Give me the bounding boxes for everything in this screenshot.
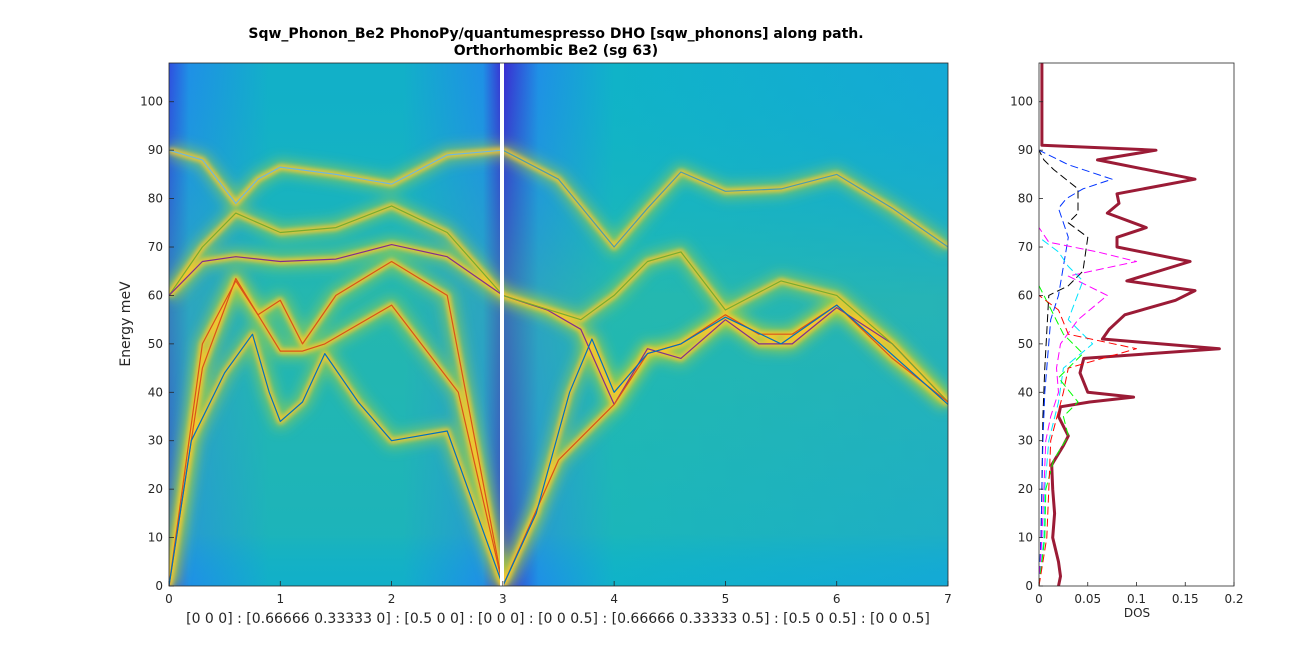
dos-plot-background bbox=[1039, 63, 1234, 586]
dos-y-tick-label: 60 bbox=[1018, 288, 1033, 302]
dispersion-branch-7 bbox=[502, 149, 948, 248]
dispersion-branch-4 bbox=[169, 260, 504, 586]
dos-series bbox=[1039, 63, 1221, 586]
heatmap-x-axis-label: [0 0 0] : [0.66666 0.33333 0] : [0.5 0 0… bbox=[186, 611, 930, 627]
y-tick-label: 10 bbox=[148, 531, 163, 545]
dispersion-branch-5 bbox=[169, 280, 504, 586]
x-tick-label: 2 bbox=[388, 592, 396, 606]
y-tick-label: 40 bbox=[148, 385, 163, 399]
y-tick-label: 90 bbox=[148, 143, 163, 157]
chart-title-line1: Sqw_Phonon_Be2 PhonoPy/quantumespresso D… bbox=[248, 26, 863, 42]
dos-y-tick-label: 100 bbox=[1010, 95, 1033, 109]
x-tick-label: 6 bbox=[833, 592, 841, 606]
x-tick-label: 5 bbox=[722, 592, 730, 606]
dispersion-branches bbox=[169, 149, 948, 586]
dos-x-tick-label: 0.15 bbox=[1172, 592, 1199, 606]
dos-x-tick-label: 0 bbox=[1035, 592, 1043, 606]
heatmap-y-ticks: 0 10 20 30 40 50 60 70 80 90 100 bbox=[140, 95, 174, 593]
x-tick-label: 4 bbox=[610, 592, 618, 606]
dos-y-tick-label: 50 bbox=[1018, 337, 1033, 351]
dos-y-tick-label: 90 bbox=[1018, 143, 1033, 157]
dispersion-branch-10 bbox=[502, 304, 948, 586]
dispersion-branch-9 bbox=[502, 251, 948, 403]
y-tick-label: 0 bbox=[155, 579, 163, 593]
y-tick-label: 20 bbox=[148, 482, 163, 496]
dos-y-ticks: 0 10 20 30 40 50 60 70 80 90 100 bbox=[1010, 95, 1043, 593]
y-tick-label: 50 bbox=[148, 337, 163, 351]
dispersion-branch-11 bbox=[502, 304, 948, 586]
dos-series-1 bbox=[1040, 63, 1221, 586]
dispersion-branch-2 bbox=[169, 205, 504, 296]
dos-x-ticks: 0 0.05 0.1 0.15 0.2 bbox=[1035, 582, 1244, 606]
dos-y-tick-label: 70 bbox=[1018, 240, 1033, 254]
heatmap-panel: 0 1 2 3 4 5 6 7 0 10 20 30 40 50 60 70 80 90 100 [0 0 0] … bbox=[118, 62, 952, 627]
dos-x-axis-label: DOS bbox=[1124, 606, 1150, 620]
dos-y-tick-label: 40 bbox=[1018, 385, 1033, 399]
path-discontinuity-line bbox=[500, 63, 504, 586]
dos-y-tick-label: 10 bbox=[1018, 531, 1033, 545]
dos-series-5 bbox=[1039, 236, 1094, 586]
x-tick-label: 7 bbox=[944, 592, 952, 606]
dos-series-7 bbox=[1039, 294, 1137, 586]
heatmap-axes-box bbox=[168, 62, 949, 587]
dispersion-branch-6 bbox=[169, 333, 504, 586]
x-tick-label: 1 bbox=[276, 592, 284, 606]
x-tick-label: 3 bbox=[499, 592, 507, 606]
y-tick-label: 70 bbox=[148, 240, 163, 254]
dos-panel: 0 0.05 0.1 0.15 0.2 0 10 20 30 40 50 60 70 80 90 100 D… bbox=[1010, 62, 1244, 620]
dos-y-tick-label: 0 bbox=[1025, 579, 1033, 593]
dos-series-4 bbox=[1039, 227, 1137, 586]
dos-series-3 bbox=[1039, 149, 1113, 586]
dos-y-tick-label: 30 bbox=[1018, 434, 1033, 448]
dispersion-branch-1 bbox=[169, 149, 503, 204]
dos-series-6 bbox=[1039, 285, 1084, 586]
heatmap-y-axis-label: Energy meV bbox=[118, 281, 134, 367]
dos-x-tick-label: 0.2 bbox=[1224, 592, 1243, 606]
dos-x-tick-label: 0.05 bbox=[1074, 592, 1101, 606]
heatmap-plot-area bbox=[169, 63, 948, 586]
y-tick-label: 60 bbox=[148, 288, 163, 302]
y-tick-label: 100 bbox=[140, 95, 163, 109]
chart-title-line2: Orthorhombic Be2 (sg 63) bbox=[454, 43, 658, 59]
dos-y-tick-label: 80 bbox=[1018, 192, 1033, 206]
y-tick-label: 30 bbox=[148, 434, 163, 448]
y-tick-label: 80 bbox=[148, 192, 163, 206]
x-tick-label: 0 bbox=[165, 592, 173, 606]
dos-y-tick-label: 20 bbox=[1018, 482, 1033, 496]
heatmap-x-ticks: 0 1 2 3 4 5 6 7 bbox=[165, 581, 952, 606]
dos-x-tick-label: 0.1 bbox=[1127, 592, 1146, 606]
dispersion-branch-3 bbox=[169, 244, 504, 296]
